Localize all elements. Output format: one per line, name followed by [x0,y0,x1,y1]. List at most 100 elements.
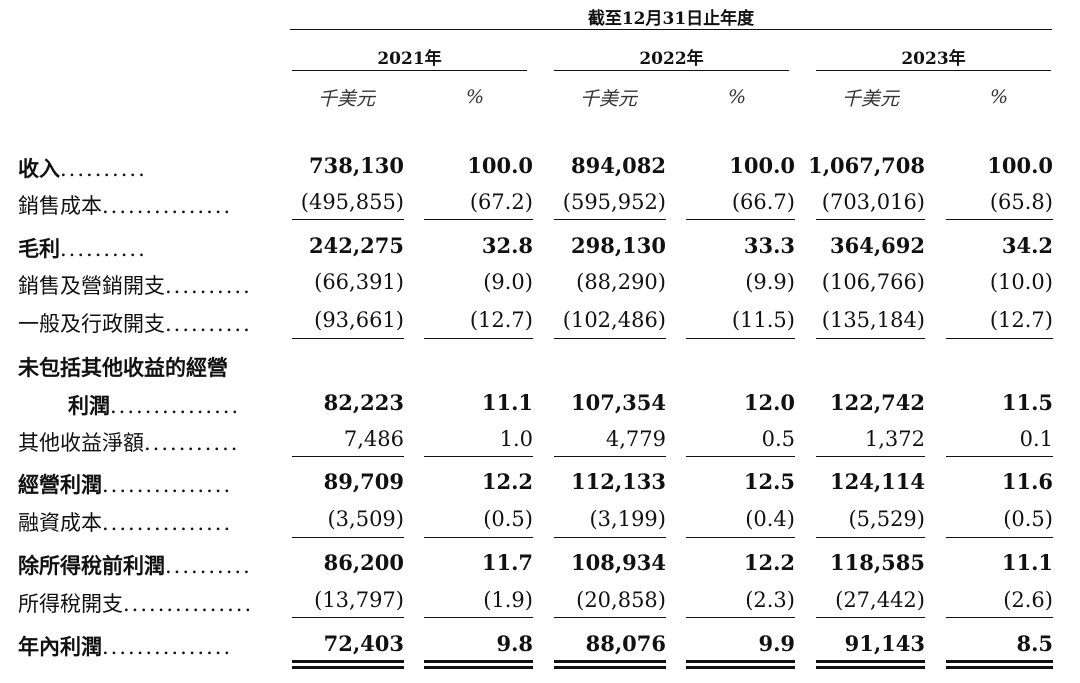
subtotal-rule [946,456,1053,457]
subtotal-rule [686,537,795,538]
amount-cell: 738,130 [309,153,404,178]
row-label-text: 融資成本 [18,511,102,535]
subtotal-rule [424,338,533,339]
unit-amount-2022: 千美元 [580,88,638,110]
subtotal-rule [554,617,666,618]
subtotal-rule [946,219,1053,220]
percent-cell: (0.5) [1003,507,1053,531]
subtotal-rule [816,456,925,457]
row-label: 未包括其他收益的經營 [18,352,228,382]
subtotal-rule [816,617,925,618]
double-rule [292,660,404,663]
percent-cell: (9.9) [745,270,795,294]
percent-cell: 12.5 [743,469,795,494]
percent-cell: 11.6 [1001,469,1053,494]
dot-leader: ............... [123,592,254,616]
amount-cell: 72,403 [323,631,404,656]
row-label: 其他收益淨額........... [18,427,239,457]
year-2023: 2023年 [901,49,966,69]
amount-cell: (3,199) [589,507,666,531]
percent-cell: 9.8 [496,631,533,656]
subtotal-rule [946,338,1053,339]
percent-cell: 100.0 [729,153,795,178]
subtotal-rule [554,537,666,538]
percent-cell: 11.5 [1001,390,1053,415]
subtotal-rule [816,219,925,220]
unit-pct-2022: % [728,86,747,108]
subtotal-rule [816,537,925,538]
row-label-text: 未包括其他收益的經營 [18,355,228,380]
amount-cell: 107,354 [571,390,666,415]
amount-cell: (66,391) [314,270,404,294]
unit-pct-2023: % [990,86,1009,108]
subtotal-rule [686,338,795,339]
row-label-text: 除所得稅前利潤 [18,553,165,578]
dot-leader: .......... [60,157,147,181]
percent-cell: 100.0 [467,153,533,178]
amount-cell: 91,143 [844,631,925,656]
row-label: 銷售成本............... [18,190,232,220]
percent-cell: (9.0) [483,270,533,294]
amount-cell: 108,934 [571,550,666,575]
percent-cell: 0.5 [761,427,795,451]
percent-cell: (1.9) [483,588,533,612]
amount-cell: (20,858) [576,588,666,612]
unit-amount-2023: 千美元 [842,88,900,110]
amount-cell: 89,709 [323,469,404,494]
row-label: 經營利潤............... [18,469,232,499]
row-label: 一般及行政開支.......... [18,308,252,338]
percent-cell: 12.0 [743,390,795,415]
subtotal-rule [686,219,795,220]
percent-cell: 9.9 [758,631,795,656]
percent-cell: 11.1 [481,390,533,415]
dot-leader: .......... [165,554,252,578]
percent-cell: 32.8 [481,233,533,258]
percent-cell: 8.5 [1016,631,1053,656]
dot-leader: ............... [102,511,233,535]
percent-cell: (12.7) [989,308,1053,332]
subtotal-rule [424,617,533,618]
header-rule [290,29,1052,30]
amount-cell: (106,766) [821,270,925,294]
amount-cell: (495,855) [300,190,404,214]
percent-cell: (12.7) [469,308,533,332]
amount-cell: (703,016) [821,190,925,214]
unit-pct-2021: % [466,86,485,108]
row-label-text: 一般及行政開支 [18,312,165,336]
subtotal-rule [292,456,404,457]
subtotal-rule [292,219,404,220]
amount-cell: 88,076 [585,631,666,656]
row-label: 年內利潤............... [18,631,232,661]
subtotal-rule [292,537,404,538]
subtotal-rule [292,617,404,618]
dot-leader: .......... [165,312,252,336]
period-header: 截至12月31日止年度 [587,9,755,29]
subtotal-rule [686,617,795,618]
percent-cell: 12.2 [743,550,795,575]
year-rule-2023 [816,70,1051,71]
amount-cell: 112,133 [571,469,666,494]
row-label-text: 銷售成本 [18,194,102,218]
percent-cell: 12.2 [481,469,533,494]
dot-leader: .......... [165,274,252,298]
dot-leader: .......... [60,237,147,261]
row-label: 融資成本............... [18,507,232,537]
subtotal-rule [424,537,533,538]
row-label: 利潤............... [68,390,240,420]
row-label-text: 其他收益淨額 [18,431,144,455]
percent-cell: 11.1 [1001,550,1053,575]
double-rule [554,666,666,669]
subtotal-rule [816,338,925,339]
double-rule [686,666,795,669]
row-label: 除所得稅前利潤.......... [18,550,252,580]
amount-cell: (595,952) [562,190,666,214]
subtotal-rule [946,537,1053,538]
percent-cell: 100.0 [987,153,1053,178]
amount-cell: 894,082 [571,153,666,178]
amount-cell: 7,486 [343,427,404,451]
row-label-text: 經營利潤 [18,472,102,497]
year-2022: 2022年 [639,49,704,69]
dot-leader: ........... [144,431,240,455]
subtotal-rule [554,456,666,457]
amount-cell: (93,661) [314,308,404,332]
